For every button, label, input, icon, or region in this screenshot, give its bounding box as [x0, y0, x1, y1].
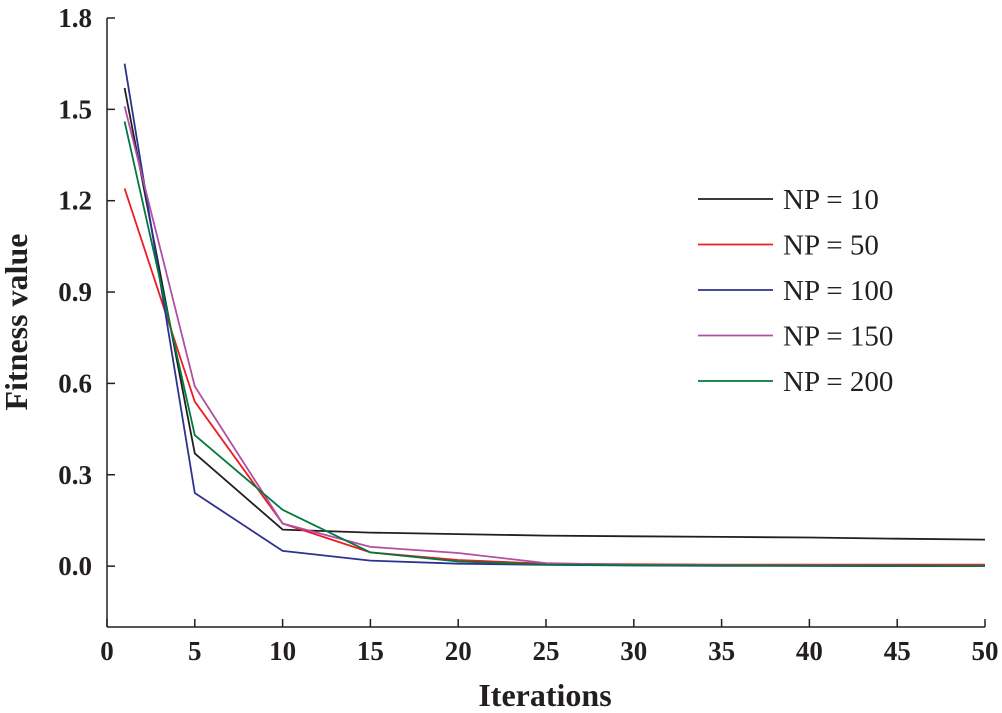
x-tick-label: 25	[533, 636, 560, 666]
series-line-np-10	[123, 87, 986, 541]
y-axis-title: Fitness value	[0, 234, 34, 411]
y-tick-label: 1.5	[58, 94, 92, 124]
legend-label: NP = 150	[783, 321, 893, 353]
series-line-np-100	[123, 63, 985, 567]
x-tick-label: 5	[188, 636, 202, 666]
x-tick-label: 45	[884, 636, 911, 666]
y-tick-label: 0.9	[58, 277, 92, 307]
legend-label: NP = 50	[783, 230, 879, 262]
y-tick-label: 1.8	[58, 3, 92, 33]
x-tick-label: 30	[620, 636, 647, 666]
y-tick-label: 0.0	[58, 551, 92, 581]
y-axis-ticks: 0.0 0.3 0.6 0.9 1.2 1.5 1.8	[58, 3, 115, 581]
x-tick-label: 35	[708, 636, 735, 666]
legend-label: NP = 200	[783, 366, 893, 398]
y-tick-label: 0.6	[58, 368, 92, 398]
series-line-np-200	[123, 121, 986, 567]
plot-series	[123, 63, 986, 567]
legend-label: NP = 10	[783, 184, 879, 216]
legend-label: NP = 100	[783, 275, 893, 307]
x-axis-title: Iterations	[478, 677, 611, 713]
x-tick-label: 10	[269, 636, 296, 666]
x-tick-label: 0	[100, 636, 114, 666]
legend: NP = 10 NP = 50 NP = 100 NP = 150 NP = 200	[698, 184, 893, 398]
y-tick-label: 0.3	[58, 460, 92, 490]
x-tick-label: 40	[796, 636, 823, 666]
y-tick-label: 1.2	[58, 186, 92, 216]
x-tick-label: 50	[972, 636, 999, 666]
x-tick-label: 15	[357, 636, 384, 666]
x-tick-label: 20	[445, 636, 472, 666]
x-axis-ticks: 0 5 10 15 20 25 30 35 40 45 50	[100, 619, 999, 666]
